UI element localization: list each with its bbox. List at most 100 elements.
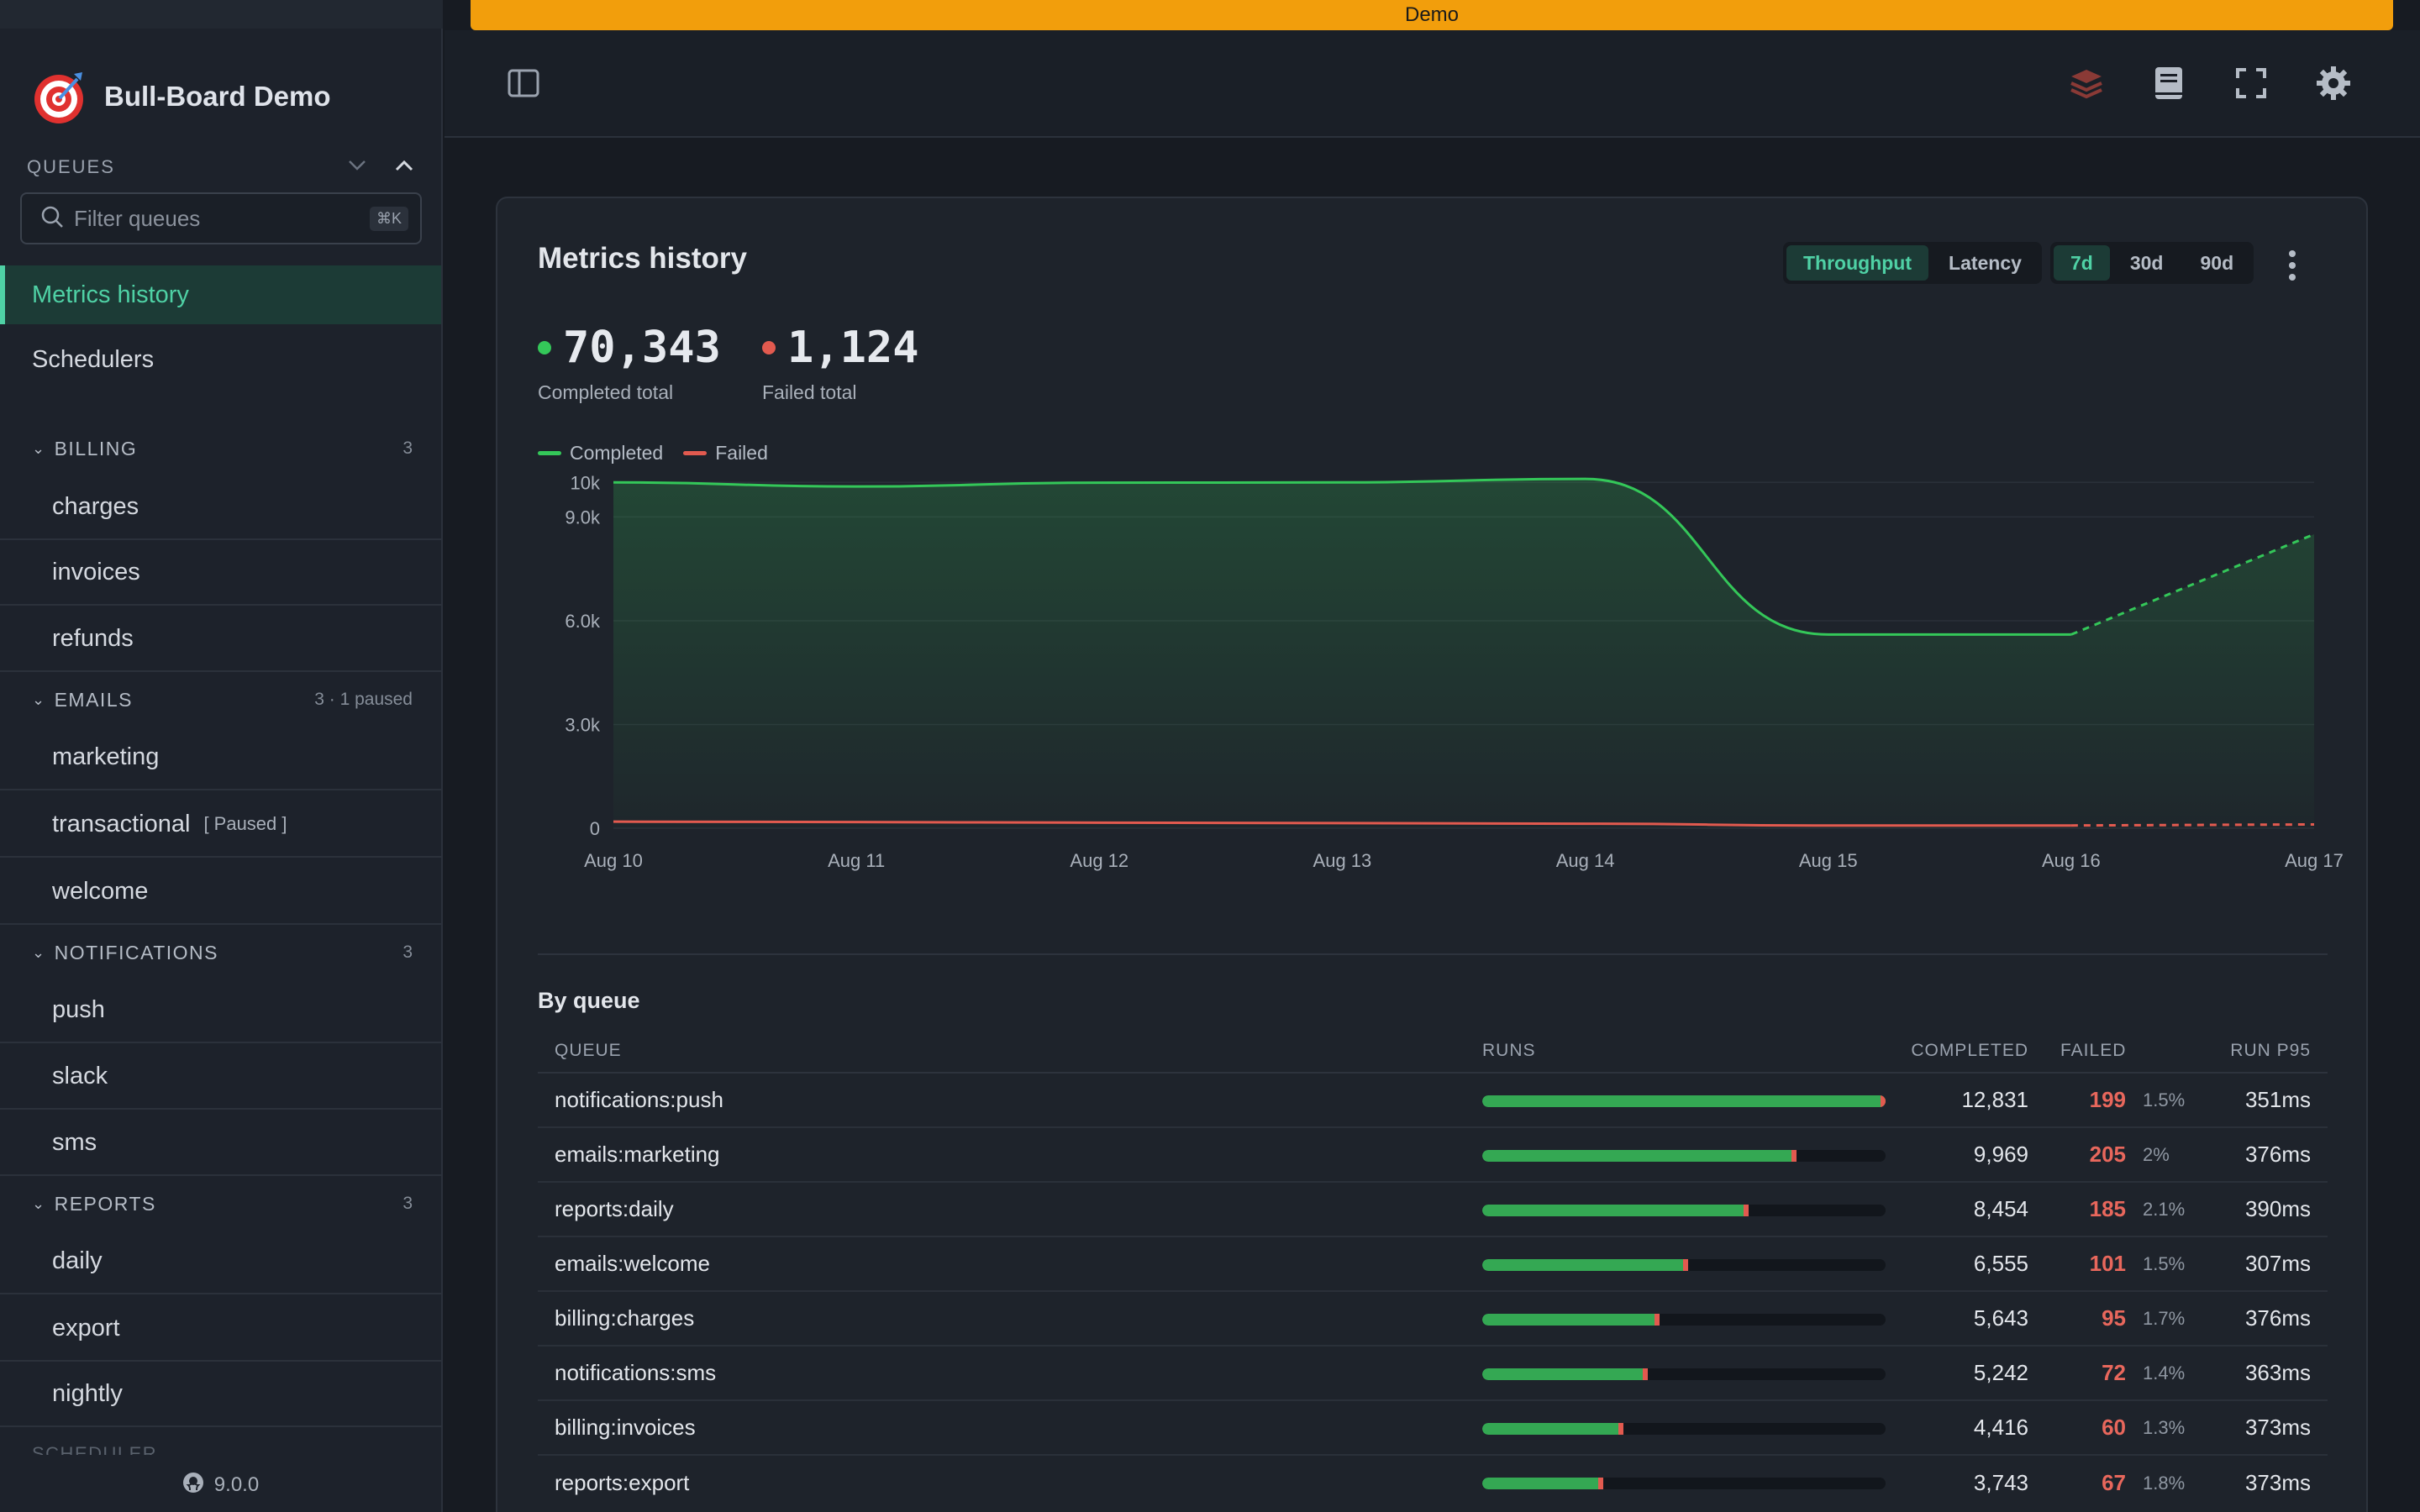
col-failed[interactable]: FAILED	[2060, 1041, 2127, 1060]
run-p95-cell: 373ms	[2244, 1415, 2311, 1440]
queue-label: marketing	[52, 743, 160, 770]
queue-label: charges	[52, 492, 139, 520]
col-run-p95[interactable]: RUN P95	[2230, 1041, 2311, 1060]
docs-book-icon[interactable]	[2149, 64, 2188, 102]
queue-item-daily[interactable]: daily	[0, 1229, 441, 1294]
queue-name-cell[interactable]: reports:export	[555, 1470, 690, 1495]
table-row[interactable]: notifications:push 12,831 199 1.5% 351ms	[538, 1074, 2328, 1128]
table-row[interactable]: billing:charges 5,643 95 1.7% 376ms	[538, 1292, 2328, 1347]
table-row[interactable]: reports:daily 8,454 185 2.1% 390ms	[538, 1183, 2328, 1237]
failed-pct-cell: 2.1%	[2143, 1198, 2186, 1220]
group-header-notifications[interactable]: ⌄ NOTIFICATIONS 3	[0, 934, 441, 971]
runs-bar-failed	[1618, 1423, 1623, 1435]
nav-label: Metrics history	[32, 281, 189, 308]
queue-item-refunds[interactable]: refunds	[0, 606, 441, 672]
group-count: 3	[402, 942, 413, 962]
table-row[interactable]: emails:welcome 6,555 101 1.5% 307ms	[538, 1237, 2328, 1292]
collapse-all-icon[interactable]	[395, 160, 413, 176]
nav-metrics-history[interactable]: Metrics history	[0, 265, 441, 324]
github-icon	[182, 1472, 204, 1499]
tab-latency[interactable]: Latency	[1949, 251, 2022, 274]
failed-cell: 67	[2102, 1470, 2126, 1495]
col-completed[interactable]: COMPLETED	[1911, 1041, 2028, 1060]
run-p95-cell: 363ms	[2244, 1360, 2311, 1385]
queue-item-marketing[interactable]: marketing	[0, 725, 441, 790]
queue-label: refunds	[52, 624, 134, 652]
run-p95-cell: 307ms	[2244, 1251, 2311, 1276]
queue-name-cell[interactable]: notifications:sms	[555, 1360, 717, 1385]
table-row[interactable]: billing:invoices 4,416 60 1.3% 373ms	[538, 1401, 2328, 1456]
queue-name-cell[interactable]: notifications:push	[555, 1087, 723, 1112]
group-header-emails[interactable]: ⌄ EMAILS 3 · 1 paused	[0, 681, 441, 718]
runs-bar	[1482, 1368, 1886, 1380]
queue-item-export[interactable]: export	[0, 1296, 441, 1362]
nav-schedulers[interactable]: Schedulers	[0, 330, 441, 389]
queue-item-charges[interactable]: charges	[0, 475, 441, 540]
range-7d[interactable]: 7d	[2054, 245, 2110, 281]
queue-item-slack[interactable]: slack	[0, 1044, 441, 1110]
sidebar-toggle-icon[interactable]	[504, 64, 543, 102]
queue-name-cell[interactable]: emails:marketing	[555, 1142, 720, 1167]
runs-bar-completed	[1482, 1095, 1886, 1107]
table-row[interactable]: notifications:sms 5,242 72 1.4% 363ms	[538, 1347, 2328, 1401]
col-queue[interactable]: QUEUE	[555, 1041, 622, 1060]
run-p95-cell: 373ms	[2244, 1470, 2311, 1495]
group-header-reports[interactable]: ⌄ REPORTS 3	[0, 1185, 441, 1222]
queue-name-cell[interactable]: reports:daily	[555, 1196, 674, 1221]
completed-total-stat: 70,343 Completed total	[538, 323, 721, 404]
chevron-down-icon: ⌄	[32, 439, 46, 457]
legend-completed[interactable]: Completed	[538, 442, 663, 465]
queue-item-transactional[interactable]: transactional [ Paused ]	[0, 792, 441, 858]
queue-item-push[interactable]: push	[0, 978, 441, 1043]
version-label: 9.0.0	[213, 1473, 260, 1496]
group-count: 3 · 1 paused	[314, 690, 413, 709]
table-header: QUEUE RUNS COMPLETED FAILED RUN P95	[538, 1030, 2328, 1074]
queue-item-invoices[interactable]: invoices	[0, 540, 441, 606]
runs-bar-failed	[1655, 1314, 1660, 1326]
queue-label: export	[52, 1314, 120, 1341]
redis-icon[interactable]	[2067, 64, 2106, 102]
range-90d[interactable]: 90d	[2200, 251, 2234, 274]
legend-failed[interactable]: Failed	[683, 442, 768, 465]
completed-dot-icon	[538, 341, 551, 354]
queue-item-welcome[interactable]: welcome	[0, 859, 441, 925]
fullscreen-icon[interactable]	[2232, 64, 2270, 102]
queue-name-cell[interactable]: billing:charges	[555, 1305, 695, 1331]
queue-name-cell[interactable]: billing:invoices	[555, 1415, 696, 1440]
filter-placeholder: Filter queues	[74, 205, 201, 231]
run-p95-cell: 376ms	[2244, 1305, 2311, 1331]
nav-label: Schedulers	[32, 345, 155, 373]
queue-item-sms[interactable]: sms	[0, 1110, 441, 1176]
expand-all-icon[interactable]	[348, 160, 366, 176]
tab-throughput[interactable]: Throughput	[1786, 245, 1929, 281]
runs-bar	[1482, 1314, 1886, 1326]
settings-gear-icon[interactable]	[2314, 64, 2353, 102]
completed-total-label: Completed total	[538, 381, 674, 403]
table-row[interactable]: emails:marketing 9,969 205 2% 376ms	[538, 1128, 2328, 1183]
failed-pct-cell: 1.5%	[2143, 1089, 2186, 1110]
brand[interactable]: Bull-Board Demo	[32, 69, 331, 124]
queue-item-nightly[interactable]: nightly	[0, 1362, 441, 1427]
metrics-history-card: Metrics history Throughput Latency 7d 30…	[496, 197, 2368, 1512]
filter-queues-input[interactable]: Filter queues ⌘K	[20, 192, 422, 244]
group-label: NOTIFICATIONS	[54, 941, 218, 963]
bullseye-logo-icon	[32, 69, 87, 124]
chevron-down-icon: ⌄	[32, 690, 46, 708]
table-row[interactable]: reports:export 3,743 67 1.8% 373ms	[538, 1456, 2328, 1510]
col-runs[interactable]: RUNS	[1482, 1041, 1536, 1060]
queue-name-cell[interactable]: emails:welcome	[555, 1251, 710, 1276]
failed-cell: 72	[2102, 1360, 2126, 1385]
x-tick-label: Aug 10	[584, 850, 643, 871]
y-tick-label: 9.0k	[565, 507, 601, 528]
group-header-billing[interactable]: ⌄ BILLING 3	[0, 430, 441, 467]
queue-label: transactional	[52, 810, 191, 837]
range-30d[interactable]: 30d	[2129, 251, 2164, 274]
completed-cell: 4,416	[1973, 1415, 2028, 1440]
completed-cell: 8,454	[1973, 1196, 2028, 1221]
group-count: 3	[402, 1194, 413, 1213]
x-tick-label: Aug 14	[1556, 850, 1615, 871]
runs-bar-completed	[1482, 1150, 1797, 1162]
more-options-icon[interactable]	[2284, 249, 2301, 282]
version-footer[interactable]: 9.0.0	[0, 1468, 441, 1502]
page-title: Metrics history	[538, 242, 747, 275]
